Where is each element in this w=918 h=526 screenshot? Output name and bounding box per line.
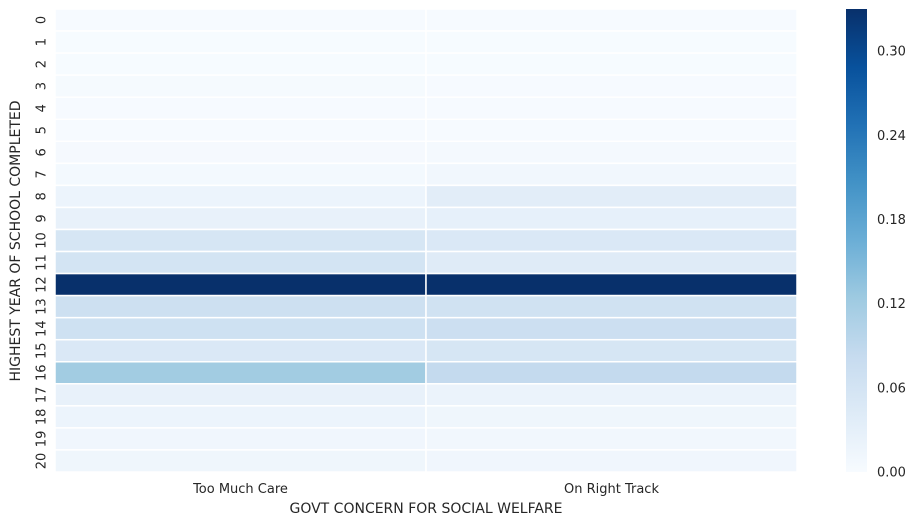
y-tick-label-16: 16	[35, 365, 50, 382]
y-tick-label-15: 15	[35, 342, 50, 359]
colorbar-tick-0.18: 0.18	[877, 213, 906, 228]
heatmap-cell-7-0	[54, 162, 427, 187]
heatmap-cell-11-1	[425, 250, 798, 275]
heatmap-cell-17-1	[425, 383, 798, 407]
heatmap-cell-16-0	[54, 361, 427, 385]
heatmap-cell-13-1	[425, 294, 798, 319]
y-tick-label-19: 19	[35, 431, 50, 448]
y-tick-label-9: 9	[35, 214, 50, 222]
y-tick-label-18: 18	[35, 409, 50, 426]
heatmap-cell-1-0	[54, 30, 427, 54]
y-tick-label-14: 14	[35, 320, 50, 337]
y-tick-label-17: 17	[35, 387, 50, 404]
y-tick-label-7: 7	[35, 170, 50, 178]
heatmap-cell-8-0	[54, 184, 427, 209]
heatmap-cell-14-1	[425, 316, 798, 341]
heatmap-cell-10-1	[425, 228, 798, 253]
y-tick-label-12: 12	[35, 276, 50, 293]
heatmap-cell-9-0	[54, 206, 427, 231]
heatmap-cell-5-1	[425, 118, 798, 143]
colorbar-tick-0.24: 0.24	[877, 129, 906, 144]
heatmap-cell-19-0	[54, 427, 427, 451]
heatmap-cell-2-1	[425, 52, 798, 76]
x-tick-label-1: On Right Track	[564, 482, 659, 497]
heatmap-cell-15-1	[425, 338, 798, 363]
heatmap-cell-4-0	[54, 96, 427, 120]
heatmap-cell-10-0	[54, 228, 427, 253]
colorbar-tick-0.06: 0.06	[877, 381, 906, 396]
colorbar-tick-0.00: 0.00	[877, 466, 906, 481]
heatmap-cell-5-0	[54, 118, 427, 143]
y-tick-label-5: 5	[35, 126, 50, 134]
y-tick-label-2: 2	[35, 60, 50, 68]
y-axis-label: HIGHEST YEAR OF SCHOOL COMPLETED	[8, 100, 24, 381]
colorbar-tick-labels: 0.00 0.06 0.12 0.18 0.24 0.30	[877, 45, 906, 481]
heatmap-cell-6-0	[54, 140, 427, 165]
heatmap-cell-20-1	[425, 449, 798, 473]
y-tick-label-3: 3	[35, 82, 50, 90]
heatmap-cell-7-1	[425, 162, 798, 187]
heatmap-cell-8-1	[425, 184, 798, 209]
heatmap-cell-15-0	[54, 338, 427, 363]
heatmap-cell-6-1	[425, 140, 798, 165]
heatmap-cell-3-1	[425, 74, 798, 98]
y-tick-label-6: 6	[35, 148, 50, 156]
heatmap-cell-0-1	[425, 8, 798, 32]
heatmap-cell-1-1	[425, 30, 798, 54]
y-tick-label-0: 0	[35, 16, 50, 24]
y-tick-label-1: 1	[35, 38, 50, 46]
y-tick-label-10: 10	[35, 232, 50, 249]
y-tick-label-11: 11	[35, 254, 50, 271]
colorbar	[846, 9, 867, 472]
heatmap-cells	[54, 8, 798, 473]
heatmap-cell-11-0	[54, 250, 427, 275]
colorbar-tick-0.30: 0.30	[877, 45, 906, 60]
heatmap-cell-9-1	[425, 206, 798, 231]
heatmap-cell-12-1	[425, 272, 798, 297]
heatmap-cell-19-1	[425, 427, 798, 451]
heatmap-cell-20-0	[54, 449, 427, 473]
x-axis-label: GOVT CONCERN FOR SOCIAL WELFARE	[289, 501, 562, 517]
y-tick-label-4: 4	[35, 104, 50, 112]
heatmap-cell-3-0	[54, 74, 427, 98]
y-tick-label-13: 13	[35, 298, 50, 315]
heatmap-cell-12-0	[54, 272, 427, 297]
heatmap-cell-17-0	[54, 383, 427, 407]
heatmap-cell-13-0	[54, 294, 427, 319]
heatmap-cell-18-1	[425, 405, 798, 429]
y-tick-label-20: 20	[35, 453, 50, 470]
heatmap-cell-16-1	[425, 361, 798, 385]
heatmap-cell-2-0	[54, 52, 427, 76]
x-tick-label-0: Too Much Care	[192, 482, 288, 497]
heatmap-cell-18-0	[54, 405, 427, 429]
x-tick-labels: Too Much Care On Right Track	[192, 482, 659, 497]
heatmap-cell-0-0	[54, 8, 427, 32]
heatmap-cell-4-1	[425, 96, 798, 120]
heatmap-cell-14-0	[54, 316, 427, 341]
y-tick-label-8: 8	[35, 192, 50, 200]
colorbar-tick-0.12: 0.12	[877, 297, 906, 312]
